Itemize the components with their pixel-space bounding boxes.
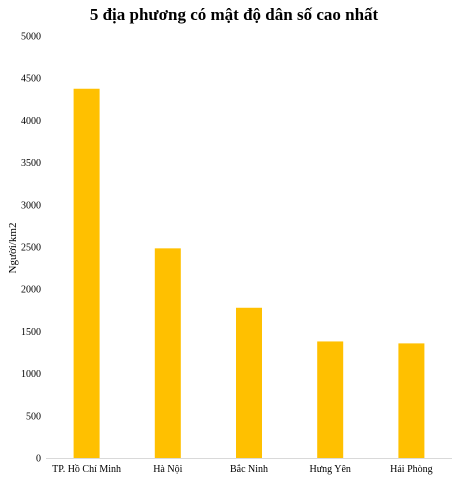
y-tick-label: 3000 xyxy=(21,200,41,211)
bar xyxy=(236,307,262,458)
x-tick-label: Hà Nội xyxy=(153,464,182,475)
bar xyxy=(317,341,344,458)
bar xyxy=(398,343,425,458)
y-tick-label: 4000 xyxy=(21,116,41,127)
y-tick-label: 0 xyxy=(36,454,41,465)
bars-group xyxy=(73,88,425,458)
y-tick-label: 1000 xyxy=(21,369,41,380)
bar xyxy=(73,88,100,458)
y-tick-label: 3500 xyxy=(21,158,41,169)
y-tick-label: 1500 xyxy=(21,327,41,338)
x-tick-label: Hải Phòng xyxy=(390,464,433,475)
x-axis-ticks: TP. Hồ Chí Minh Hà Nội Bắc Ninh Hưng Yên Hải… xyxy=(52,464,433,475)
y-tick-label: 2000 xyxy=(21,285,41,296)
x-tick-label: TP. Hồ Chí Minh xyxy=(52,464,121,475)
y-axis-ticks: 0 500 1000 1500 2000 2500 3000 3500 4000 4500 5000 xyxy=(21,32,41,465)
y-tick-label: 500 xyxy=(26,411,41,422)
y-axis-label: Người/km2 xyxy=(7,223,19,274)
x-tick-label: Hưng Yên xyxy=(309,464,350,475)
y-tick-label: 2500 xyxy=(21,243,41,254)
x-tick-label: Bắc Ninh xyxy=(230,464,268,475)
y-tick-label: 5000 xyxy=(21,32,41,43)
chart-title: 5 địa phương có mật độ dân số cao nhất xyxy=(90,5,379,24)
bar xyxy=(154,248,181,458)
y-tick-label: 4500 xyxy=(21,74,41,85)
